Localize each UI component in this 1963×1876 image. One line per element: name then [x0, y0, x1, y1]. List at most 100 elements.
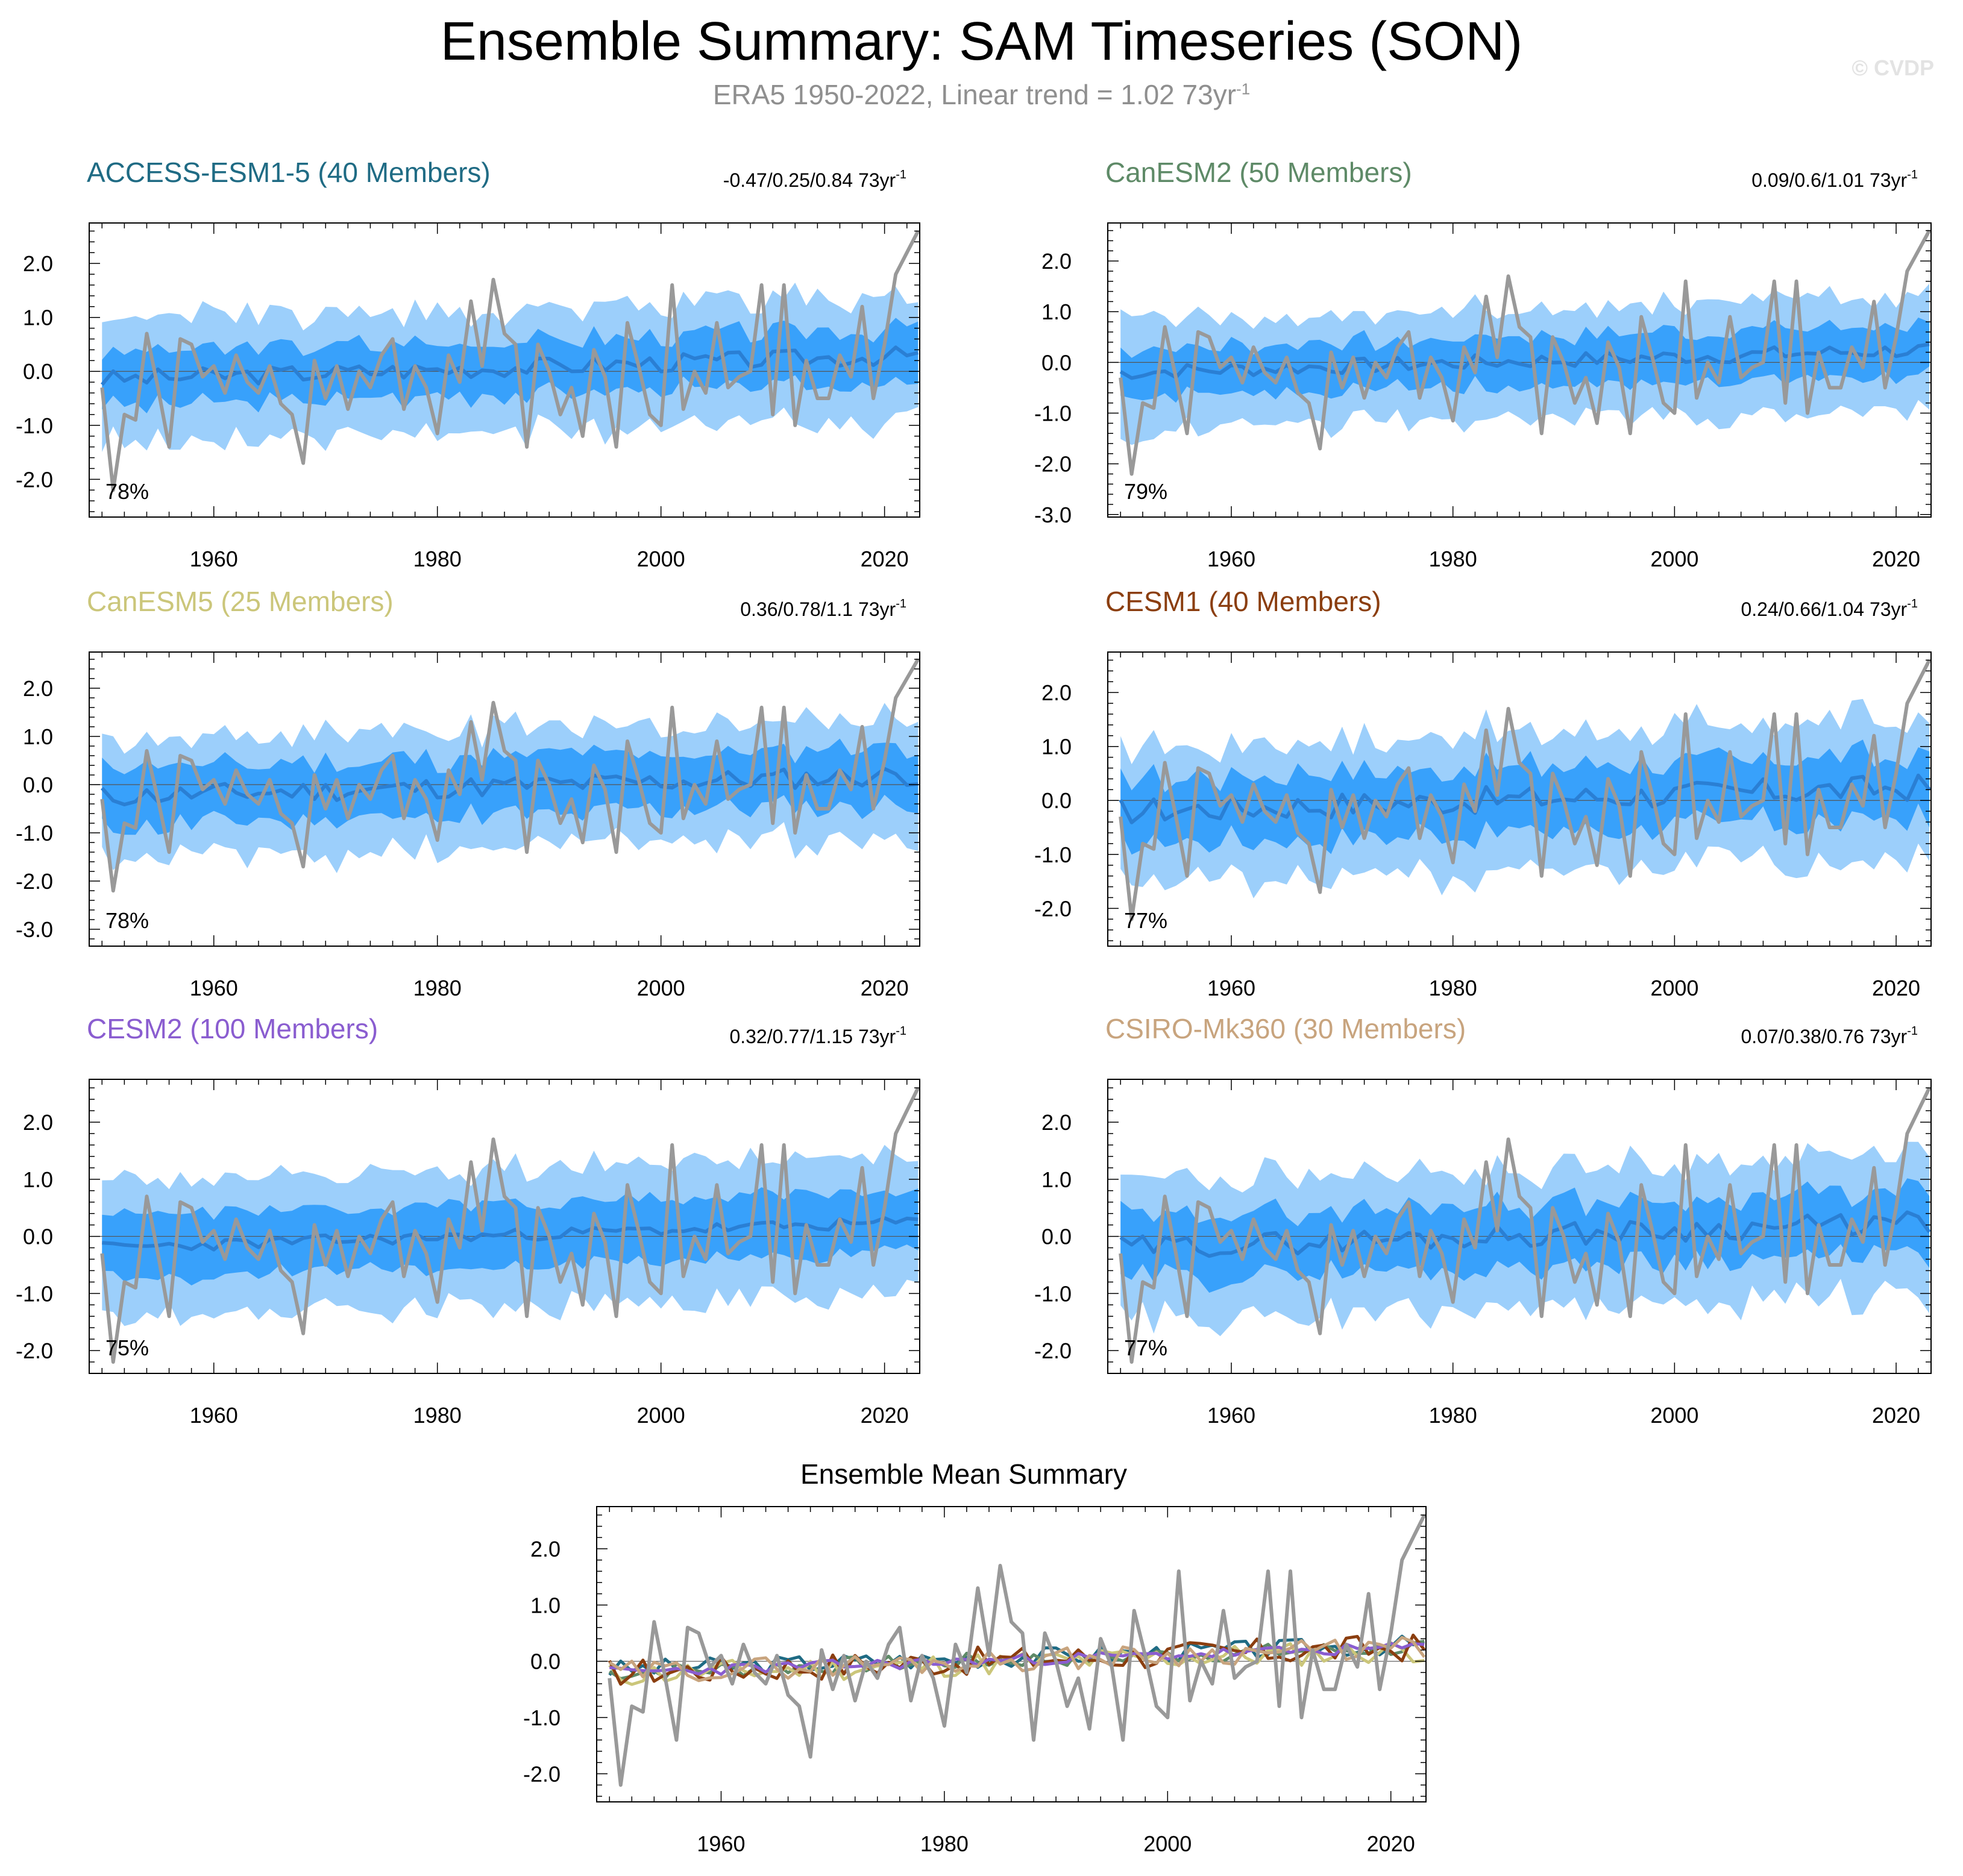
panel-trend: 0.24/0.66/1.04 73yr-1 [1741, 597, 1918, 620]
observation-line [100, 230, 920, 492]
cvdp-watermark: © CVDP [1852, 55, 1934, 80]
x-tick-label: 1980 [1429, 1403, 1477, 1428]
y-tick-label: 2.0 [1041, 249, 1072, 274]
panel-title: CESM1 (40 Members) [1105, 586, 1381, 617]
trend-exponent: -1 [1907, 597, 1918, 610]
plot-area [89, 230, 920, 492]
panel-trend: -0.47/0.25/0.84 73yr-1 [723, 168, 906, 191]
x-tick-label: 2000 [1650, 976, 1698, 1000]
y-tick-label: 1.0 [23, 724, 53, 749]
y-tick-label: -1.0 [523, 1705, 561, 1730]
y-tick-label: 1.0 [23, 1167, 53, 1192]
panel-csiro: -2.0 -1.0 0.0 1.0 2.0 1960 1980 2000 2020 CSIRO-M… [1034, 1013, 1932, 1428]
y-tick-label: 2.0 [1041, 680, 1072, 705]
panel-summary: -2.0 -1.0 0.0 1.0 2.0 1960 1980 2000 2020 Ensembl… [523, 1458, 1427, 1856]
plot-area [89, 1087, 920, 1364]
y-tick-label: 2.0 [1041, 1110, 1072, 1135]
series-line-cesm1 [608, 1633, 1426, 1686]
y-tick-label: -2.0 [1034, 452, 1072, 477]
trend-exponent: -1 [896, 1024, 906, 1038]
x-tick-label: 2000 [637, 976, 685, 1000]
x-tick-label: 1960 [190, 547, 238, 571]
panel-cesm2: -2.0 -1.0 0.0 1.0 2.0 1960 1980 2000 2020 CESM2 (… [16, 1013, 920, 1428]
y-tick-label: 1.0 [530, 1593, 561, 1617]
x-tick-label: 1960 [1207, 976, 1255, 1000]
panel-title: CanESM2 (50 Members) [1105, 157, 1412, 188]
x-tick-label: 1980 [413, 1403, 462, 1428]
y-tick-label: -2.0 [16, 869, 53, 894]
x-tick-label: 2020 [1872, 1403, 1920, 1428]
y-tick-label: -2.0 [16, 1338, 53, 1363]
y-tick-label: 2.0 [23, 1110, 53, 1135]
y-tick-label: 2.0 [23, 251, 53, 276]
y-tick-label: 0.0 [1041, 350, 1072, 375]
observation-line [100, 1087, 920, 1364]
trend-exponent: -1 [1907, 168, 1918, 181]
trend-value: -0.47/0.25/0.84 73yr [723, 169, 896, 191]
y-tick-label: 2.0 [530, 1537, 561, 1561]
panel-title: CSIRO-Mk360 (30 Members) [1105, 1013, 1466, 1044]
x-tick-label: 2000 [1650, 1403, 1698, 1428]
series-line-cesm2 [609, 1642, 1425, 1676]
panel-trend: 0.32/0.77/1.15 73yr-1 [729, 1024, 906, 1047]
panel-trend: 0.36/0.78/1.1 73yr-1 [740, 597, 906, 620]
x-tick-label: 1960 [1207, 1403, 1255, 1428]
y-tick-label: -2.0 [1034, 896, 1072, 921]
panel-access: -2.0 -1.0 0.0 1.0 2.0 1960 1980 2000 2020 ACCESS-… [16, 157, 920, 571]
ensemble-mean-line [1119, 773, 1931, 824]
page-title: Ensemble Summary: SAM Timeseries (SON) [440, 11, 1523, 72]
trend-value: 0.07/0.38/0.76 73yr [1741, 1026, 1907, 1047]
x-tick-label: 1980 [920, 1831, 969, 1856]
x-tick-label: 1980 [1429, 976, 1477, 1000]
ensemble-mean-line [100, 345, 919, 386]
y-tick-label: -1.0 [1034, 401, 1072, 426]
x-tick-label: 2020 [861, 547, 909, 571]
plot-area [597, 1514, 1426, 1787]
ensemble-mean-line [102, 1216, 919, 1252]
y-tick-label: -2.0 [523, 1761, 561, 1786]
percent-label: 77% [1124, 1335, 1167, 1360]
x-tick-label: 1960 [190, 976, 238, 1000]
plot-area [1108, 230, 1931, 476]
x-tick-label: 2020 [1872, 976, 1920, 1000]
panel-title: CESM2 (100 Members) [87, 1013, 378, 1044]
y-tick-label: -3.0 [16, 917, 53, 942]
y-tick-label: 1.0 [1041, 300, 1072, 324]
series-line-csiro-mk360 [608, 1636, 1426, 1683]
panel-cesm1: -2.0 -1.0 0.0 1.0 2.0 1960 1980 2000 2020 CESM1 (… [1034, 586, 1932, 1000]
trend-exponent: -1 [1907, 1024, 1918, 1038]
ensemble-mean-line [1119, 1210, 1931, 1258]
page-subtitle: ERA5 1950-2022, Linear trend = 1.02 73yr… [0, 78, 1963, 111]
observation-line [100, 658, 920, 893]
subtitle-exponent: -1 [1236, 80, 1251, 98]
y-tick-label: -1.0 [16, 413, 53, 438]
ensemble-mean-line [101, 767, 919, 806]
plot-area [89, 658, 920, 893]
y-tick-label: -2.0 [1034, 1338, 1072, 1363]
x-tick-label: 1960 [697, 1831, 745, 1856]
percent-label: 79% [1124, 479, 1167, 504]
x-tick-label: 2000 [1650, 547, 1698, 571]
y-tick-label: 0.0 [1041, 788, 1072, 813]
ensemble-mean-line [1119, 342, 1930, 380]
observation-line [1119, 1087, 1931, 1364]
x-tick-label: 1960 [1207, 547, 1255, 571]
x-tick-label: 2000 [1143, 1831, 1192, 1856]
panel-title: CanESM5 (25 Members) [87, 586, 394, 617]
trend-exponent: -1 [896, 597, 906, 610]
x-tick-label: 2000 [637, 1403, 685, 1428]
observation-line [608, 1514, 1426, 1787]
panel-canesm2: -3.0 -2.0 -1.0 0.0 1.0 2.0 1960 1980 2000 2020 Can… [1034, 157, 1932, 571]
panel-trend: 0.09/0.6/1.01 73yr-1 [1751, 168, 1918, 191]
panel-trend: 0.07/0.38/0.76 73yr-1 [1741, 1024, 1918, 1047]
observation-line [1119, 659, 1931, 921]
series-line-access-esm1-5 [608, 1634, 1425, 1677]
percent-label: 75% [105, 1335, 149, 1360]
y-tick-label: -1.0 [1034, 1281, 1072, 1306]
x-tick-label: 2000 [637, 547, 685, 571]
x-tick-label: 1980 [413, 547, 462, 571]
y-tick-label: 1.0 [1041, 1167, 1072, 1192]
y-tick-label: 2.0 [23, 676, 53, 701]
y-tick-label: 0.0 [23, 773, 53, 797]
